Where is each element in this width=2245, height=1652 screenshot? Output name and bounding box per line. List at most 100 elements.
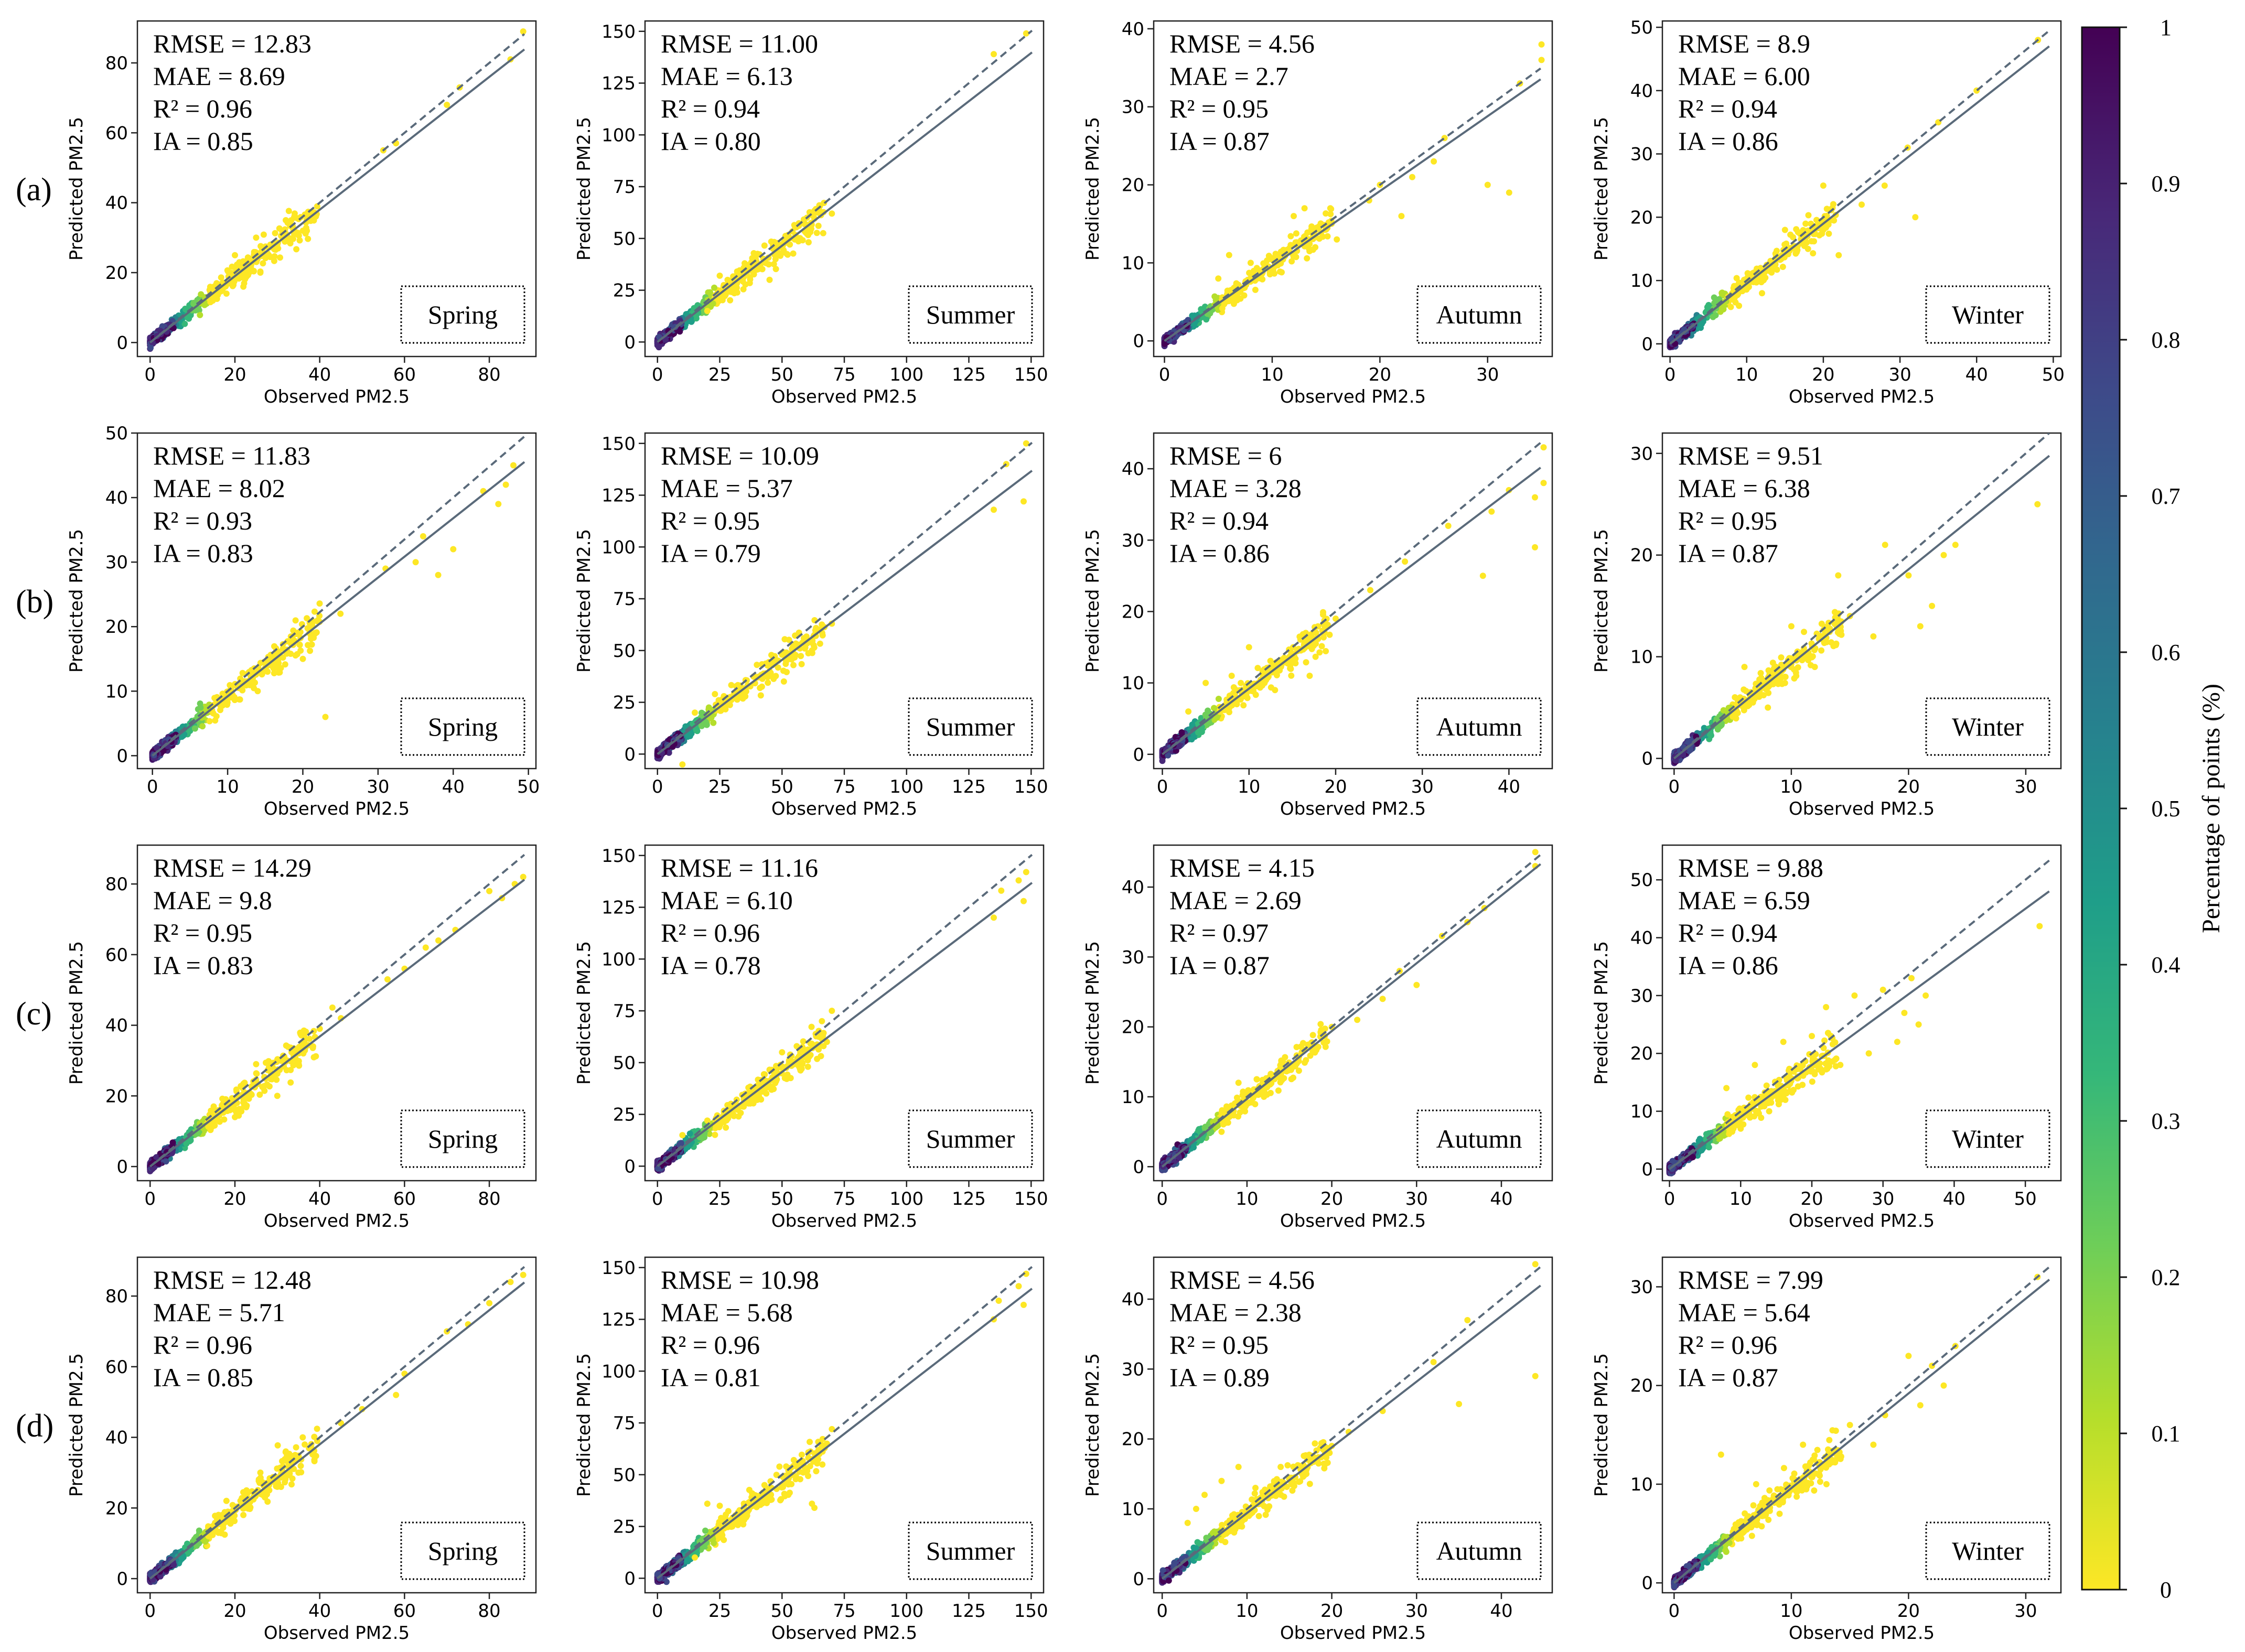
scatter-point [1326, 631, 1333, 638]
scatter-point [1698, 325, 1704, 331]
scatter-point [1202, 679, 1209, 686]
stat-label: RMSE = 10.09 [661, 441, 819, 470]
x-axis-label: Observed PM2.5 [771, 386, 917, 407]
season-box [908, 697, 1033, 756]
scatter-point [275, 669, 282, 676]
scatter-point [1246, 269, 1253, 276]
scatter-point [316, 600, 323, 607]
scatter-point [1287, 233, 1294, 240]
season-box [908, 285, 1033, 344]
season-box [400, 285, 525, 344]
scatter-point [1736, 303, 1743, 309]
scatter-point [1811, 238, 1817, 245]
scatter-point [780, 667, 787, 674]
x-tick-label: 125 [952, 364, 986, 385]
scatter-point [1215, 275, 1222, 282]
identity-line [1162, 441, 1541, 755]
x-tick-label: 20 [1812, 364, 1834, 385]
y-tick-label: 0 [1133, 331, 1144, 352]
stat-label: R² = 0.94 [1169, 506, 1269, 535]
x-tick-label: 0 [144, 364, 156, 385]
scatter-point [1324, 233, 1331, 240]
scatter-points [1159, 441, 1547, 764]
scatter-point [804, 231, 811, 237]
scatter-point [798, 653, 804, 660]
scatter-point [1790, 234, 1797, 241]
y-tick-label: 125 [601, 73, 636, 94]
scatter-point [257, 660, 264, 666]
scatter-point [665, 749, 672, 756]
scatter-point [798, 661, 805, 667]
season-label: Summer [926, 712, 1015, 741]
scatter-point [1289, 658, 1296, 665]
scatter-point [1835, 252, 1842, 258]
scatter-point [1320, 609, 1326, 616]
scatter-point [1247, 260, 1254, 266]
scatter-point [1804, 245, 1811, 252]
scatter-point [1768, 269, 1775, 276]
x-tick-label: 30 [1476, 364, 1499, 385]
scatter-point [308, 633, 315, 640]
scatter-point [276, 225, 283, 232]
scatter-point [224, 699, 231, 706]
scatter-point [1398, 213, 1405, 220]
season-box [1416, 697, 1542, 756]
stat-label: RMSE = 12.83 [153, 29, 311, 58]
scatter-point [198, 291, 205, 298]
stat-label: RMSE = 11.00 [661, 29, 818, 58]
scatter-point [240, 283, 247, 290]
scatter-point [692, 709, 698, 716]
scatter-point [315, 617, 321, 623]
scatter-point [829, 210, 835, 217]
scatter-point [805, 239, 812, 246]
scatter-point [1328, 206, 1335, 212]
scatter-point [1316, 649, 1323, 656]
scatter-point [712, 690, 718, 697]
y-tick-label: 125 [601, 485, 636, 506]
x-tick-label: 25 [708, 364, 731, 385]
scatter-point [1779, 264, 1786, 270]
x-axis-label: Observed PM2.5 [264, 798, 410, 819]
scatter-point [727, 297, 734, 304]
scatter-point [1793, 249, 1800, 255]
scatter-point [1178, 729, 1185, 736]
fit-line [657, 470, 1033, 755]
scatter-point [1733, 275, 1740, 282]
scatter-point [1323, 210, 1329, 217]
scatter-point [313, 629, 320, 636]
scatter-point [1273, 672, 1280, 678]
scatter-point [1306, 673, 1313, 679]
scatter-point [1233, 701, 1240, 708]
scatter-point [991, 51, 997, 58]
scatter-point [296, 642, 303, 648]
x-tick-label: 150 [1014, 364, 1048, 385]
scatter-point [1252, 286, 1259, 293]
scatter-point [705, 704, 712, 711]
fit-line [1162, 467, 1541, 755]
scatter-point [239, 670, 246, 676]
scatter-point [1265, 253, 1272, 259]
scatter-point [765, 679, 771, 686]
y-axis-label: Predicted PM2.5 [574, 117, 595, 261]
stat-label: R² = 0.94 [661, 94, 760, 123]
scatter-points [149, 436, 525, 763]
scatter-point [293, 246, 300, 253]
x-tick-label: 60 [393, 364, 416, 385]
scatter-points [1671, 433, 2050, 766]
stat-label: R² = 0.94 [1678, 94, 1777, 123]
y-tick-label: 0 [624, 332, 636, 353]
x-tick-label: 10 [1735, 364, 1758, 385]
x-tick-label: 25 [708, 776, 731, 797]
x-tick-label: 20 [292, 776, 314, 797]
scatter-point [1293, 230, 1299, 237]
scatter-point [197, 704, 204, 711]
scatter-point [1831, 621, 1838, 628]
season-box [1416, 285, 1542, 344]
scatter-point [757, 685, 764, 692]
stat-label: R² = 0.93 [153, 506, 252, 535]
scatter-point [292, 617, 299, 624]
scatter-point [1532, 494, 1538, 501]
x-tick-label: 0 [652, 364, 663, 385]
